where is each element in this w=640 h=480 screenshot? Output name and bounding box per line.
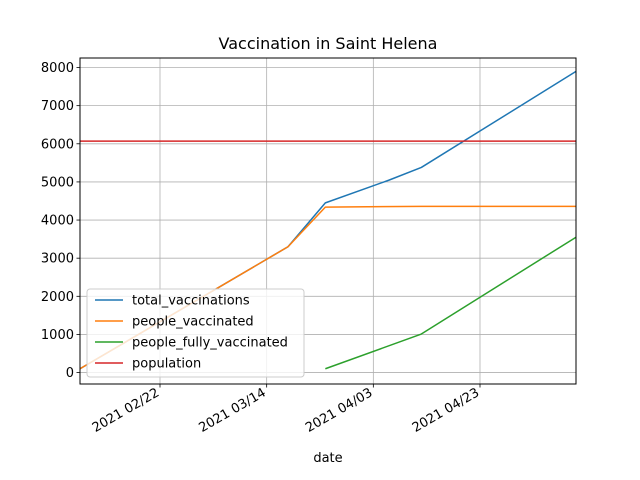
series-layer xyxy=(79,70,577,370)
legend: total_vaccinations people_vaccinatedpeopl… xyxy=(86,288,305,378)
legend-label: population xyxy=(132,357,201,372)
chart-title: Vaccination in Saint Helena xyxy=(219,34,438,53)
legend-label: people_vaccinated xyxy=(132,315,254,330)
y-tick-label: 4000 xyxy=(41,214,74,229)
legend-label: people_fully_vaccinated xyxy=(132,336,288,351)
y-tick-label: 0 xyxy=(66,366,74,381)
x-axis-label: date xyxy=(313,451,342,466)
plot-frame xyxy=(79,57,577,385)
y-tick-label: 6000 xyxy=(41,137,74,152)
y-tick-label: 1000 xyxy=(41,328,74,343)
legend-box xyxy=(86,288,305,378)
legend-label: total_vaccinations xyxy=(132,294,250,309)
series-line-people-fully-vaccinated xyxy=(325,236,577,370)
series-line-people-vaccinated xyxy=(79,205,576,370)
y-tick-label: 2000 xyxy=(41,290,74,305)
y-tick-label: 8000 xyxy=(41,61,74,76)
y-tick-label: 7000 xyxy=(41,99,74,114)
y-tick-label: 3000 xyxy=(41,252,74,267)
y-tick-label: 5000 xyxy=(41,175,74,190)
